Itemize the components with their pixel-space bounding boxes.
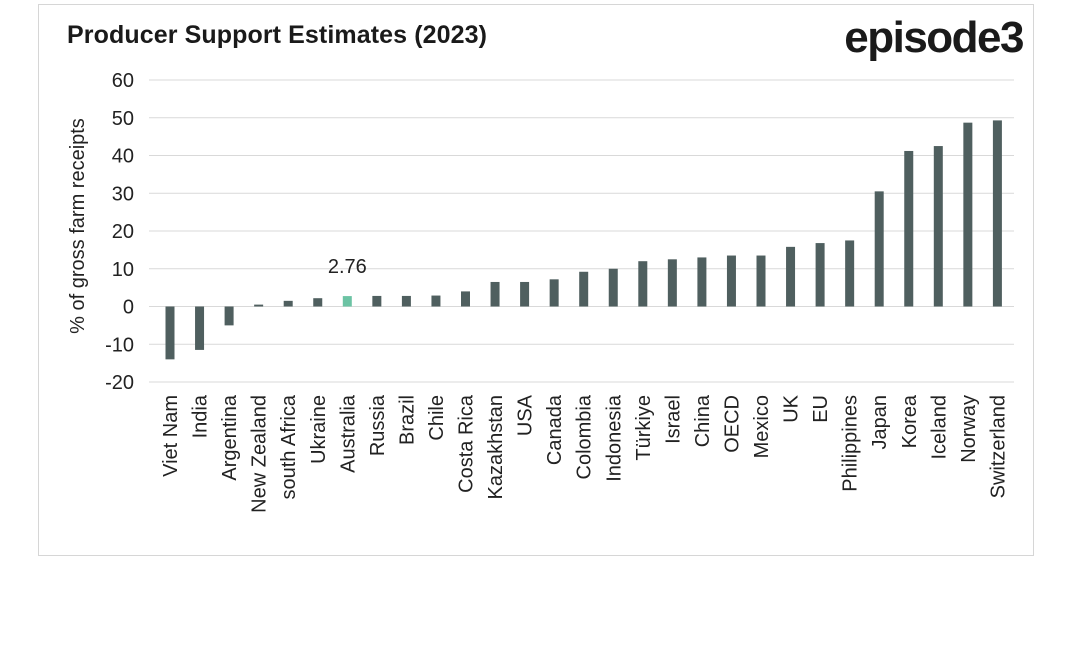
y-tick-label: -10 — [105, 334, 134, 356]
bar — [756, 255, 766, 307]
x-tick-label: India — [190, 394, 212, 438]
bar — [372, 295, 382, 307]
x-tick-label: China — [692, 394, 714, 447]
y-tick-label: 30 — [112, 183, 134, 205]
bar — [431, 295, 441, 307]
x-tick-label: Colombia — [574, 394, 596, 479]
bar — [963, 122, 973, 307]
bar — [313, 298, 323, 307]
bar-chart: 60 50 40 30 20 10 0 -10 -20 % of gross farm recei… — [67, 70, 1014, 513]
x-tick-label: Argentina — [219, 394, 241, 480]
x-tick-label: Israel — [662, 395, 684, 444]
x-tick-label: Kazakhstan — [485, 395, 507, 500]
y-tick-label: 50 — [112, 108, 134, 130]
bar — [254, 304, 264, 307]
bar — [401, 295, 411, 307]
x-tick-label: Russia — [367, 394, 389, 456]
data-label: 2.76 — [328, 256, 367, 278]
y-tick-label: 10 — [112, 259, 134, 281]
chart-card: Producer Support Estimates (2023) episod… — [38, 4, 1034, 556]
bar — [845, 240, 855, 307]
x-tick-label: Canada — [544, 394, 566, 465]
y-tick-label: 20 — [112, 221, 134, 243]
x-tick-label: Chile — [426, 395, 448, 441]
bar — [697, 257, 707, 307]
x-tick-label: Switzerland — [987, 395, 1009, 498]
bar — [638, 261, 648, 307]
bar — [490, 281, 500, 307]
x-tick-label: New Zealand — [249, 395, 271, 513]
bar — [165, 306, 175, 360]
bar — [342, 296, 352, 307]
bar — [549, 279, 559, 307]
x-tick-label: south Africa — [278, 394, 300, 499]
y-tick-label: 60 — [112, 70, 134, 92]
x-tick-label: Norway — [958, 395, 980, 463]
x-tick-label: OECD — [721, 395, 743, 453]
bar — [224, 306, 234, 326]
bar — [786, 246, 796, 307]
bar — [874, 191, 884, 307]
x-tick-label: Türkiye — [633, 395, 655, 461]
brand-logo: episode3 — [844, 13, 1024, 62]
bar — [461, 291, 470, 307]
bar — [904, 150, 914, 307]
bar — [726, 255, 736, 307]
y-tick-label: 40 — [112, 146, 134, 168]
x-tick-label: Brazil — [396, 395, 418, 445]
x-tick-label: USA — [515, 394, 537, 436]
bar — [815, 243, 825, 307]
y-tick-label: 0 — [123, 297, 134, 319]
bar — [283, 300, 293, 307]
x-tick-label: Japan — [869, 395, 891, 450]
x-tick-label: Philippines — [840, 395, 862, 492]
x-tick-label: Iceland — [928, 395, 950, 460]
x-tick-label: Australia — [337, 394, 359, 473]
bar — [992, 120, 1002, 307]
chart-title: Producer Support Estimates (2023) — [67, 21, 488, 49]
bar — [195, 306, 205, 350]
bar — [933, 146, 943, 307]
x-tick-label: Ukraine — [308, 395, 330, 464]
x-tick-label: Mexico — [751, 395, 773, 458]
bar — [667, 259, 677, 307]
x-tick-label: Indonesia — [603, 394, 625, 482]
y-axis-label: % of gross farm receipts — [67, 118, 89, 334]
x-tick-label: Korea — [899, 394, 921, 448]
x-tick-label: Viet Nam — [160, 395, 182, 477]
bar — [608, 268, 618, 307]
bar — [520, 281, 530, 307]
x-tick-label: EU — [810, 395, 832, 423]
x-tick-label: UK — [781, 394, 803, 422]
x-tick-label: Costa Rica — [456, 394, 478, 493]
y-tick-label: -20 — [105, 372, 134, 394]
bar — [579, 271, 589, 307]
